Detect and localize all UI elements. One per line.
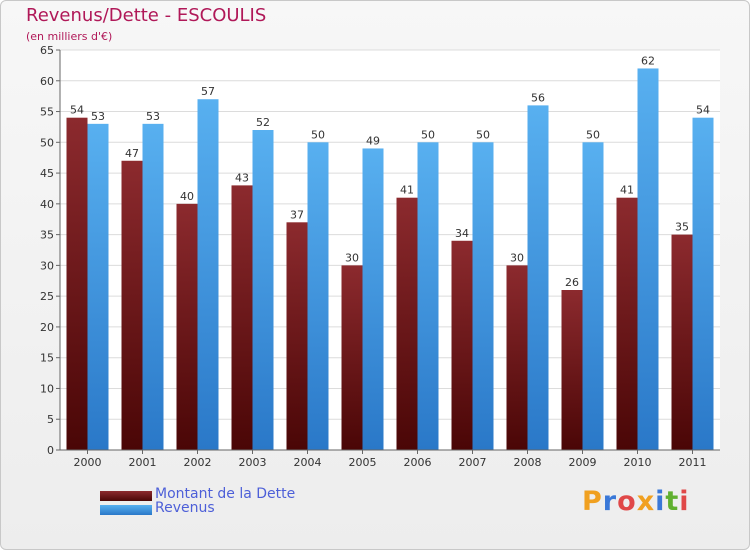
- bar-debt: [66, 117, 88, 450]
- logo-letter: i: [655, 486, 666, 517]
- data-label-debt: 35: [675, 221, 689, 234]
- bar-revenus: [582, 142, 604, 451]
- data-label-revenus: 50: [476, 128, 490, 141]
- x-tick-label: 2008: [514, 456, 542, 469]
- y-tick-label: 50: [40, 136, 54, 149]
- logo-letter: i: [679, 486, 690, 517]
- y-tick-label: 20: [40, 321, 54, 334]
- bar-revenus: [142, 123, 164, 450]
- bar-revenus: [307, 142, 329, 451]
- y-tick-label: 55: [40, 106, 54, 119]
- bar-revenus: [417, 142, 439, 451]
- logo-letter: o: [617, 486, 637, 517]
- y-tick-label: 25: [40, 290, 54, 303]
- x-tick-label: 2010: [624, 456, 652, 469]
- data-label-debt: 41: [620, 184, 634, 197]
- data-label-debt: 26: [565, 276, 579, 289]
- data-label-debt: 30: [510, 251, 524, 264]
- data-label-revenus: 57: [201, 85, 215, 98]
- plot-area: [60, 50, 720, 450]
- x-tick-label: 2005: [349, 456, 377, 469]
- chart-subtitle: (en milliers d'€): [26, 30, 113, 43]
- bar-debt: [561, 290, 583, 450]
- data-label-revenus: 52: [256, 116, 270, 129]
- legend-label-revenus: Revenus: [155, 500, 215, 516]
- y-tick-label: 40: [40, 198, 54, 211]
- x-tick-label: 2011: [679, 456, 707, 469]
- bar-revenus: [692, 117, 714, 450]
- x-tick-label: 2000: [74, 456, 102, 469]
- legend-label-debt: Montant de la Dette: [155, 486, 296, 502]
- y-tick-label: 5: [47, 413, 54, 426]
- y-tick-label: 10: [40, 382, 54, 395]
- logo-letter: x: [636, 486, 656, 517]
- x-tick-label: 2004: [294, 456, 322, 469]
- x-tick-label: 2003: [239, 456, 267, 469]
- data-label-debt: 34: [455, 227, 469, 240]
- bar-debt: [176, 203, 198, 450]
- logo-letter: t: [665, 486, 680, 517]
- data-label-revenus: 50: [311, 128, 325, 141]
- bar-revenus: [472, 142, 494, 451]
- data-label-revenus: 56: [531, 91, 545, 104]
- bar-debt: [451, 240, 473, 450]
- y-tick-label: 15: [40, 352, 54, 365]
- data-label-revenus: 50: [586, 128, 600, 141]
- logo-letter: r: [602, 486, 618, 517]
- data-label-revenus: 54: [696, 104, 710, 117]
- legend-swatch-debt: [100, 491, 152, 501]
- bar-debt: [341, 265, 363, 450]
- data-label-revenus: 49: [366, 134, 380, 147]
- y-tick-label: 65: [40, 44, 54, 57]
- bar-debt: [286, 222, 308, 450]
- bar-revenus: [637, 68, 659, 450]
- y-tick-label: 45: [40, 167, 54, 180]
- data-label-debt: 54: [70, 104, 84, 117]
- data-label-debt: 41: [400, 184, 414, 197]
- y-tick-label: 0: [47, 444, 54, 457]
- data-label-revenus: 53: [146, 110, 160, 123]
- data-label-debt: 47: [125, 147, 139, 160]
- legend-swatch-revenus: [100, 505, 152, 515]
- bar-revenus: [527, 105, 549, 450]
- data-label-revenus: 62: [641, 54, 655, 67]
- x-tick-label: 2002: [184, 456, 212, 469]
- bar-debt: [671, 234, 693, 450]
- bar-debt: [121, 160, 143, 450]
- bar-revenus: [252, 130, 274, 450]
- bar-revenus: [362, 148, 384, 450]
- data-label-debt: 40: [180, 190, 194, 203]
- x-tick-label: 2006: [404, 456, 432, 469]
- bar-debt: [396, 197, 418, 450]
- x-tick-label: 2007: [459, 456, 487, 469]
- data-label-debt: 37: [290, 208, 304, 221]
- data-label-debt: 43: [235, 171, 249, 184]
- bar-debt: [231, 185, 253, 450]
- data-label-debt: 30: [345, 251, 359, 264]
- bar-revenus: [197, 99, 219, 450]
- logo-letter: P: [582, 486, 603, 517]
- bar-revenus: [87, 123, 109, 450]
- data-label-revenus: 50: [421, 128, 435, 141]
- bar-debt: [616, 197, 638, 450]
- y-tick-label: 30: [40, 259, 54, 272]
- bar-debt: [506, 265, 528, 450]
- x-tick-label: 2009: [569, 456, 597, 469]
- y-tick-label: 60: [40, 75, 54, 88]
- y-tick-label: 35: [40, 229, 54, 242]
- chart-title: Revenus/Dette - ESCOULIS: [26, 5, 267, 26]
- proxiti-logo: Proxiti: [582, 486, 690, 517]
- x-tick-label: 2001: [129, 456, 157, 469]
- data-label-revenus: 53: [91, 110, 105, 123]
